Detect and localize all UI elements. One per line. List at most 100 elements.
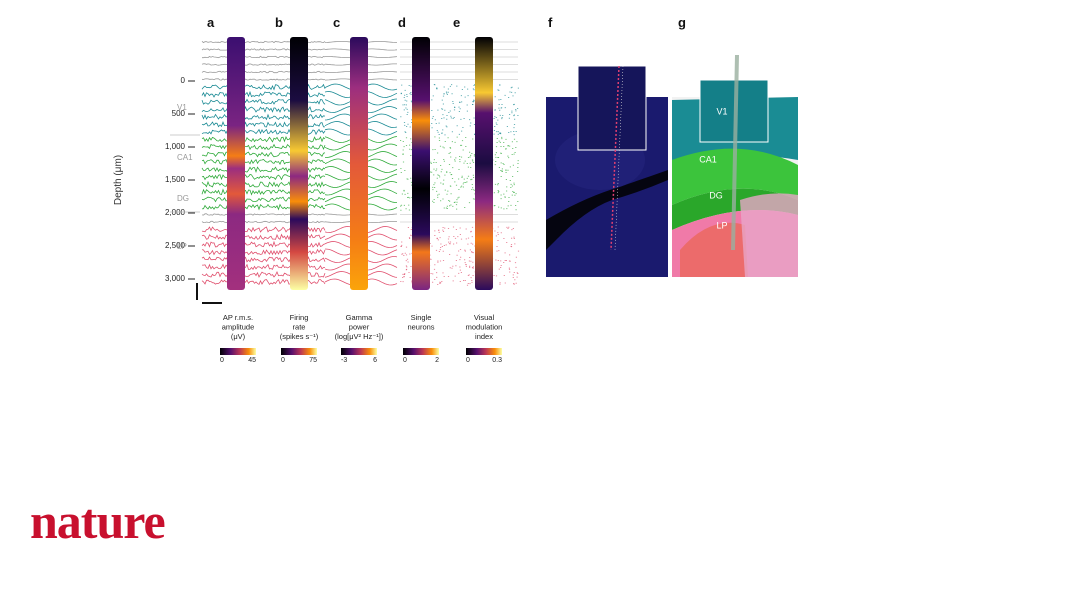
- spike-raster: [517, 87, 519, 89]
- spike-raster: [469, 125, 471, 127]
- spike-raster: [464, 86, 466, 88]
- spike-raster: [443, 207, 445, 209]
- spike-raster: [499, 283, 501, 285]
- spike-raster: [438, 140, 441, 141]
- spike-raster: [429, 243, 431, 244]
- spike-raster: [407, 227, 409, 228]
- spike-raster: [500, 176, 502, 177]
- spike-raster: [472, 104, 474, 105]
- spike-raster: [506, 190, 508, 192]
- spike-raster: [446, 92, 448, 94]
- spike-raster: [501, 117, 503, 118]
- spike-raster: [513, 192, 515, 193]
- spike-raster: [458, 133, 460, 135]
- spike-raster: [449, 147, 451, 148]
- spike-raster: [457, 236, 459, 238]
- spike-raster: [513, 236, 515, 238]
- spike-raster: [408, 209, 410, 211]
- spike-raster: [449, 254, 451, 255]
- spike-raster: [467, 88, 469, 90]
- spike-raster: [442, 229, 444, 231]
- spike-raster: [455, 157, 457, 159]
- spike-raster: [499, 114, 501, 116]
- spike-raster: [471, 159, 474, 161]
- spike-raster: [511, 154, 513, 155]
- panel-label: f: [548, 15, 553, 30]
- spike-raster: [473, 89, 475, 91]
- spike-raster: [472, 243, 474, 245]
- spike-raster: [404, 170, 406, 171]
- spike-raster: [406, 266, 408, 268]
- spike-raster: [466, 177, 468, 179]
- spike-raster: [513, 131, 515, 132]
- spike-raster: [433, 159, 435, 161]
- spike-raster: [432, 95, 434, 97]
- spike-raster: [496, 138, 498, 139]
- spike-raster: [454, 159, 456, 161]
- spike-raster: [497, 226, 499, 228]
- spike-raster: [454, 275, 456, 277]
- spike-raster: [451, 178, 454, 179]
- spike-raster: [442, 95, 445, 97]
- spike-raster: [400, 168, 402, 169]
- spike-raster: [511, 237, 513, 239]
- spike-raster: [449, 267, 451, 269]
- spike-raster: [404, 104, 406, 106]
- spike-raster: [465, 228, 467, 230]
- colorbar-caption: power: [349, 323, 370, 332]
- spike-raster: [500, 99, 502, 100]
- spike-raster: [460, 186, 462, 188]
- spike-raster: [401, 244, 403, 246]
- heat-strip: [227, 37, 245, 290]
- spike-raster: [500, 170, 502, 171]
- spike-raster: [501, 136, 503, 138]
- atlas-diagram: V1 CA1 DG LP: [672, 54, 798, 277]
- spike-raster: [456, 254, 458, 256]
- atlas-label: V1: [716, 106, 727, 116]
- spike-raster: [517, 115, 519, 116]
- spike-raster: [471, 281, 473, 283]
- spike-raster: [438, 251, 440, 252]
- spike-raster: [507, 145, 509, 146]
- colorbar-max: 6: [373, 357, 377, 364]
- panel-label: c: [333, 15, 340, 30]
- spike-raster: [497, 234, 499, 235]
- spike-raster: [515, 256, 517, 258]
- spike-raster: [473, 117, 475, 119]
- spike-raster: [446, 193, 448, 195]
- spike-raster: [409, 144, 411, 146]
- spike-raster: [451, 267, 453, 269]
- spike-raster: [473, 189, 475, 191]
- spike-raster: [409, 253, 411, 255]
- spike-raster: [434, 235, 436, 236]
- spike-raster: [470, 179, 472, 181]
- spike-raster: [455, 204, 458, 206]
- spike-raster: [509, 166, 511, 168]
- spike-raster: [431, 123, 433, 124]
- spike-raster: [459, 102, 461, 103]
- spike-raster: [466, 181, 468, 183]
- spike-raster: [466, 110, 468, 112]
- spike-raster: [503, 238, 505, 239]
- colorbar-caption: modulation: [466, 323, 503, 332]
- spike-raster: [440, 165, 442, 166]
- spike-raster: [510, 204, 512, 206]
- spike-raster: [461, 175, 463, 177]
- spike-raster: [471, 178, 473, 180]
- spike-raster: [517, 171, 519, 172]
- spike-raster: [442, 103, 444, 105]
- spike-raster: [448, 236, 450, 238]
- colorbar-caption: (μV): [231, 332, 246, 341]
- spike-raster: [474, 84, 476, 86]
- spike-raster: [508, 157, 510, 159]
- spike-raster: [504, 260, 506, 261]
- spike-raster: [440, 243, 442, 245]
- spike-raster: [443, 86, 445, 88]
- spike-raster: [505, 138, 507, 140]
- spike-raster: [508, 226, 510, 228]
- spike-raster: [447, 190, 449, 192]
- spike-raster: [474, 245, 476, 247]
- spike-raster: [510, 245, 512, 247]
- spike-raster: [450, 193, 452, 195]
- spike-raster: [410, 100, 412, 102]
